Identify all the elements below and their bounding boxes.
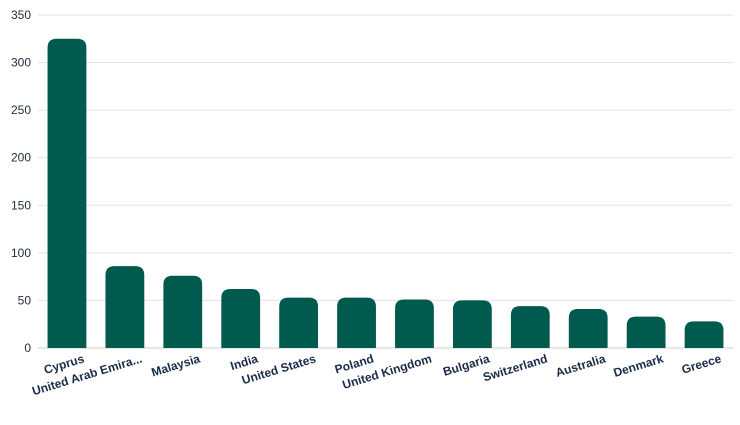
bar[interactable] <box>510 306 550 348</box>
y-tick-label: 350 <box>11 8 31 22</box>
gridlines <box>38 14 733 349</box>
y-axis-ticks: 0 50 100 150 200 250 300 350 <box>11 8 31 355</box>
y-tick-label: 300 <box>11 56 31 70</box>
bar[interactable] <box>568 308 608 348</box>
bar[interactable] <box>279 297 319 348</box>
y-tick-label: 200 <box>11 151 31 165</box>
y-tick-label: 0 <box>24 341 31 355</box>
bar[interactable] <box>626 316 666 348</box>
x-tick-label: Greece <box>680 351 723 376</box>
bar[interactable] <box>684 321 724 348</box>
bar[interactable] <box>395 299 434 348</box>
y-tick-label: 150 <box>11 198 31 212</box>
x-tick-label: Malaysia <box>150 351 202 379</box>
bar[interactable] <box>221 289 261 348</box>
bar[interactable] <box>452 300 492 348</box>
bars <box>47 38 724 349</box>
x-tick-label: Switzerland <box>481 351 549 384</box>
y-tick-label: 100 <box>11 246 31 260</box>
x-tick-label: Australia <box>554 351 608 379</box>
bar[interactable] <box>47 38 87 349</box>
x-tick-label: Denmark <box>612 351 666 379</box>
bar[interactable] <box>163 275 203 348</box>
y-tick-label: 50 <box>18 293 32 307</box>
y-tick-label: 250 <box>11 103 31 117</box>
bar[interactable] <box>105 266 145 348</box>
bar[interactable] <box>337 297 376 348</box>
